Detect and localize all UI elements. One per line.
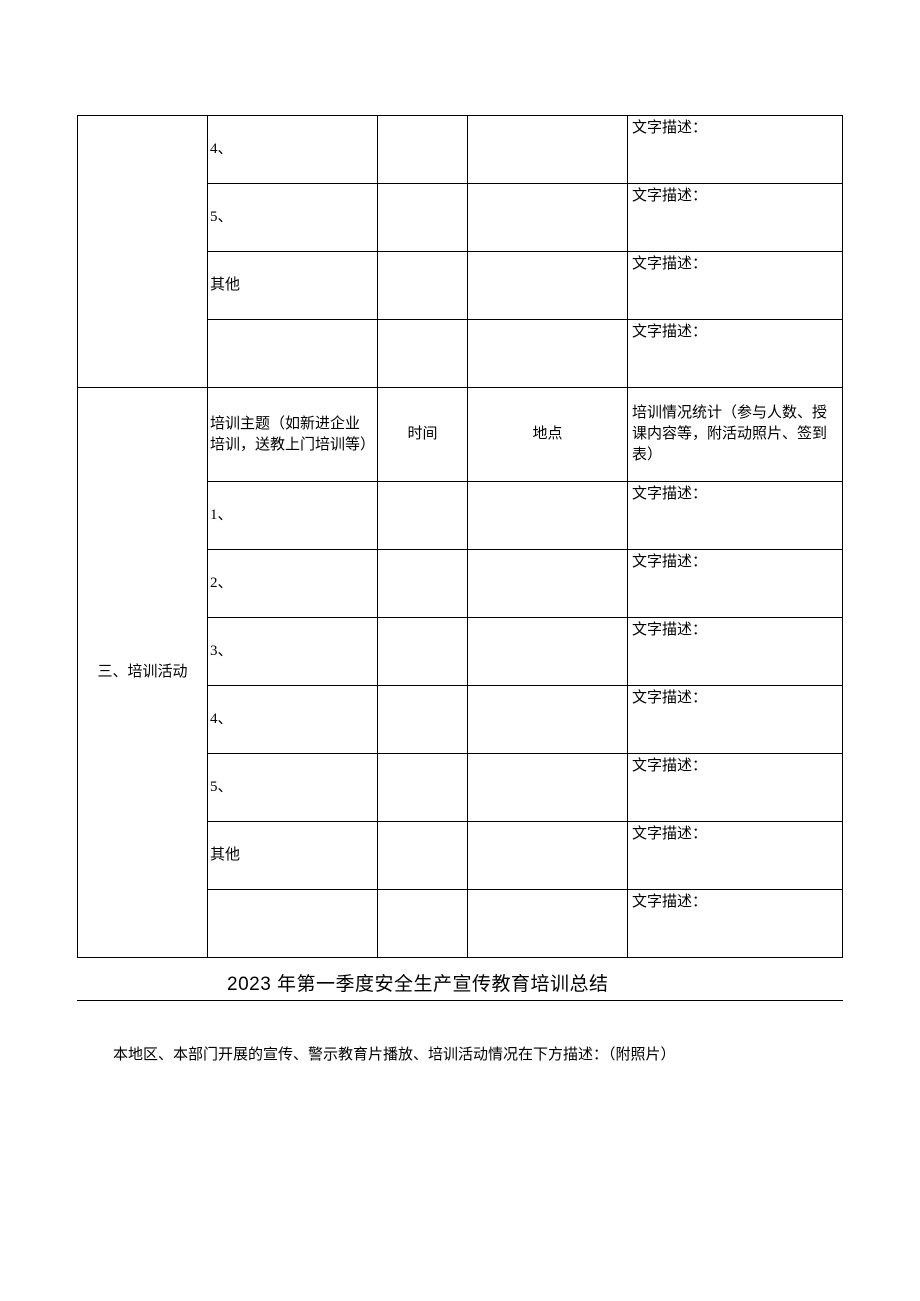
topic-cell: 4、 [208,116,378,184]
header-topic: 培训主题（如新进企业培训，送教上门培训等） [208,388,378,482]
table-row: 4、 文字描述： [78,116,843,184]
summary-paragraph: 本地区、本部门开展的宣传、警示教育片播放、培训活动情况在下方描述：（附照片） [77,1043,843,1064]
page-container: 4、 文字描述： 5、 文字描述： 其他 文字描述： 文字描述： 三、培训活动 … [0,0,920,1139]
stat-cell: 文字描述： [628,116,843,184]
time-cell [378,320,468,388]
time-cell [378,116,468,184]
place-cell [468,252,628,320]
time-cell [378,252,468,320]
stat-cell: 文字描述： [628,890,843,958]
header-time: 时间 [378,388,468,482]
topic-cell: 其他 [208,252,378,320]
topic-cell: 3、 [208,618,378,686]
category-cell-section3: 三、培训活动 [78,388,208,958]
stat-cell: 文字描述： [628,550,843,618]
summary-title-block: 2023 年第一季度安全生产宣传教育培训总结 [77,966,843,1001]
place-cell [468,482,628,550]
stat-cell: 文字描述： [628,482,843,550]
stat-cell: 文字描述： [628,754,843,822]
stat-cell: 文字描述： [628,184,843,252]
training-table: 4、 文字描述： 5、 文字描述： 其他 文字描述： 文字描述： 三、培训活动 … [77,115,843,958]
header-stat: 培训情况统计（参与人数、授课内容等，附活动照片、签到表） [628,388,843,482]
time-cell [378,822,468,890]
place-cell [468,184,628,252]
place-cell [468,754,628,822]
stat-cell: 文字描述： [628,252,843,320]
topic-cell: 5、 [208,184,378,252]
place-cell [468,822,628,890]
time-cell [378,482,468,550]
place-cell [468,890,628,958]
topic-cell: 4、 [208,686,378,754]
topic-cell: 1、 [208,482,378,550]
topic-cell [208,890,378,958]
table-row-header: 三、培训活动 培训主题（如新进企业培训，送教上门培训等） 时间 地点 培训情况统… [78,388,843,482]
category-cell-prev [78,116,208,388]
time-cell [378,754,468,822]
time-cell [378,184,468,252]
time-cell [378,890,468,958]
place-cell [468,686,628,754]
summary-title: 2023 年第一季度安全生产宣传教育培训总结 [77,966,843,1001]
place-cell [468,116,628,184]
header-place: 地点 [468,388,628,482]
topic-cell [208,320,378,388]
place-cell [468,618,628,686]
place-cell [468,320,628,388]
stat-cell: 文字描述： [628,686,843,754]
topic-cell: 2、 [208,550,378,618]
time-cell [378,686,468,754]
time-cell [378,550,468,618]
topic-cell: 5、 [208,754,378,822]
stat-cell: 文字描述： [628,618,843,686]
topic-cell: 其他 [208,822,378,890]
place-cell [468,550,628,618]
stat-cell: 文字描述： [628,822,843,890]
stat-cell: 文字描述： [628,320,843,388]
time-cell [378,618,468,686]
